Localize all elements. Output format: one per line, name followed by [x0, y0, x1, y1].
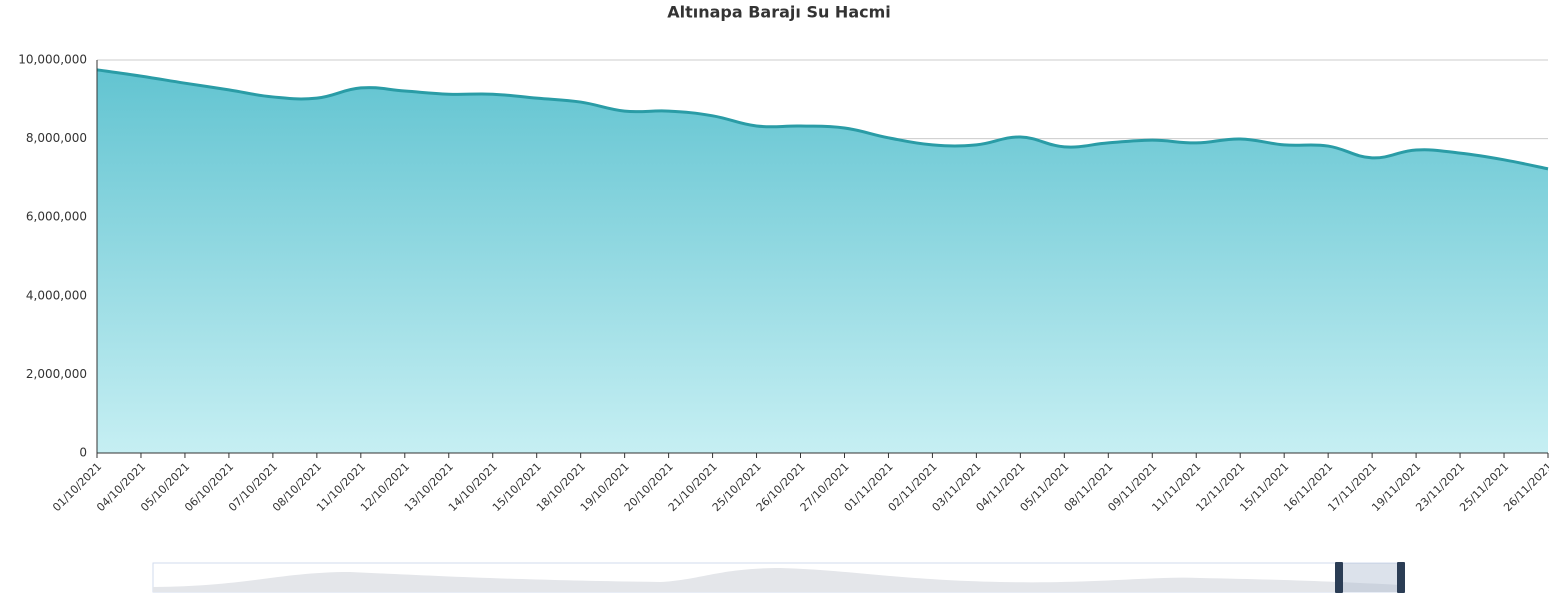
y-tick-label: 2,000,000	[26, 367, 87, 381]
area	[97, 69, 1548, 453]
slider-shadow	[153, 568, 1401, 592]
y-tick-label: 0	[79, 446, 87, 460]
zoom-slider[interactable]	[152, 562, 1405, 593]
y-tick-label: 10,000,000	[18, 53, 87, 67]
chart-title: Altınapa Barajı Su Hacmi	[667, 3, 891, 22]
slider-window[interactable]	[1339, 563, 1401, 592]
y-tick-label: 4,000,000	[26, 288, 87, 302]
slider-handle[interactable]	[1335, 562, 1343, 593]
line	[96, 68, 1549, 171]
y-tick-label: 8,000,000	[26, 131, 87, 145]
slider-handle[interactable]	[1397, 562, 1405, 593]
y-tick-label: 6,000,000	[26, 210, 87, 224]
